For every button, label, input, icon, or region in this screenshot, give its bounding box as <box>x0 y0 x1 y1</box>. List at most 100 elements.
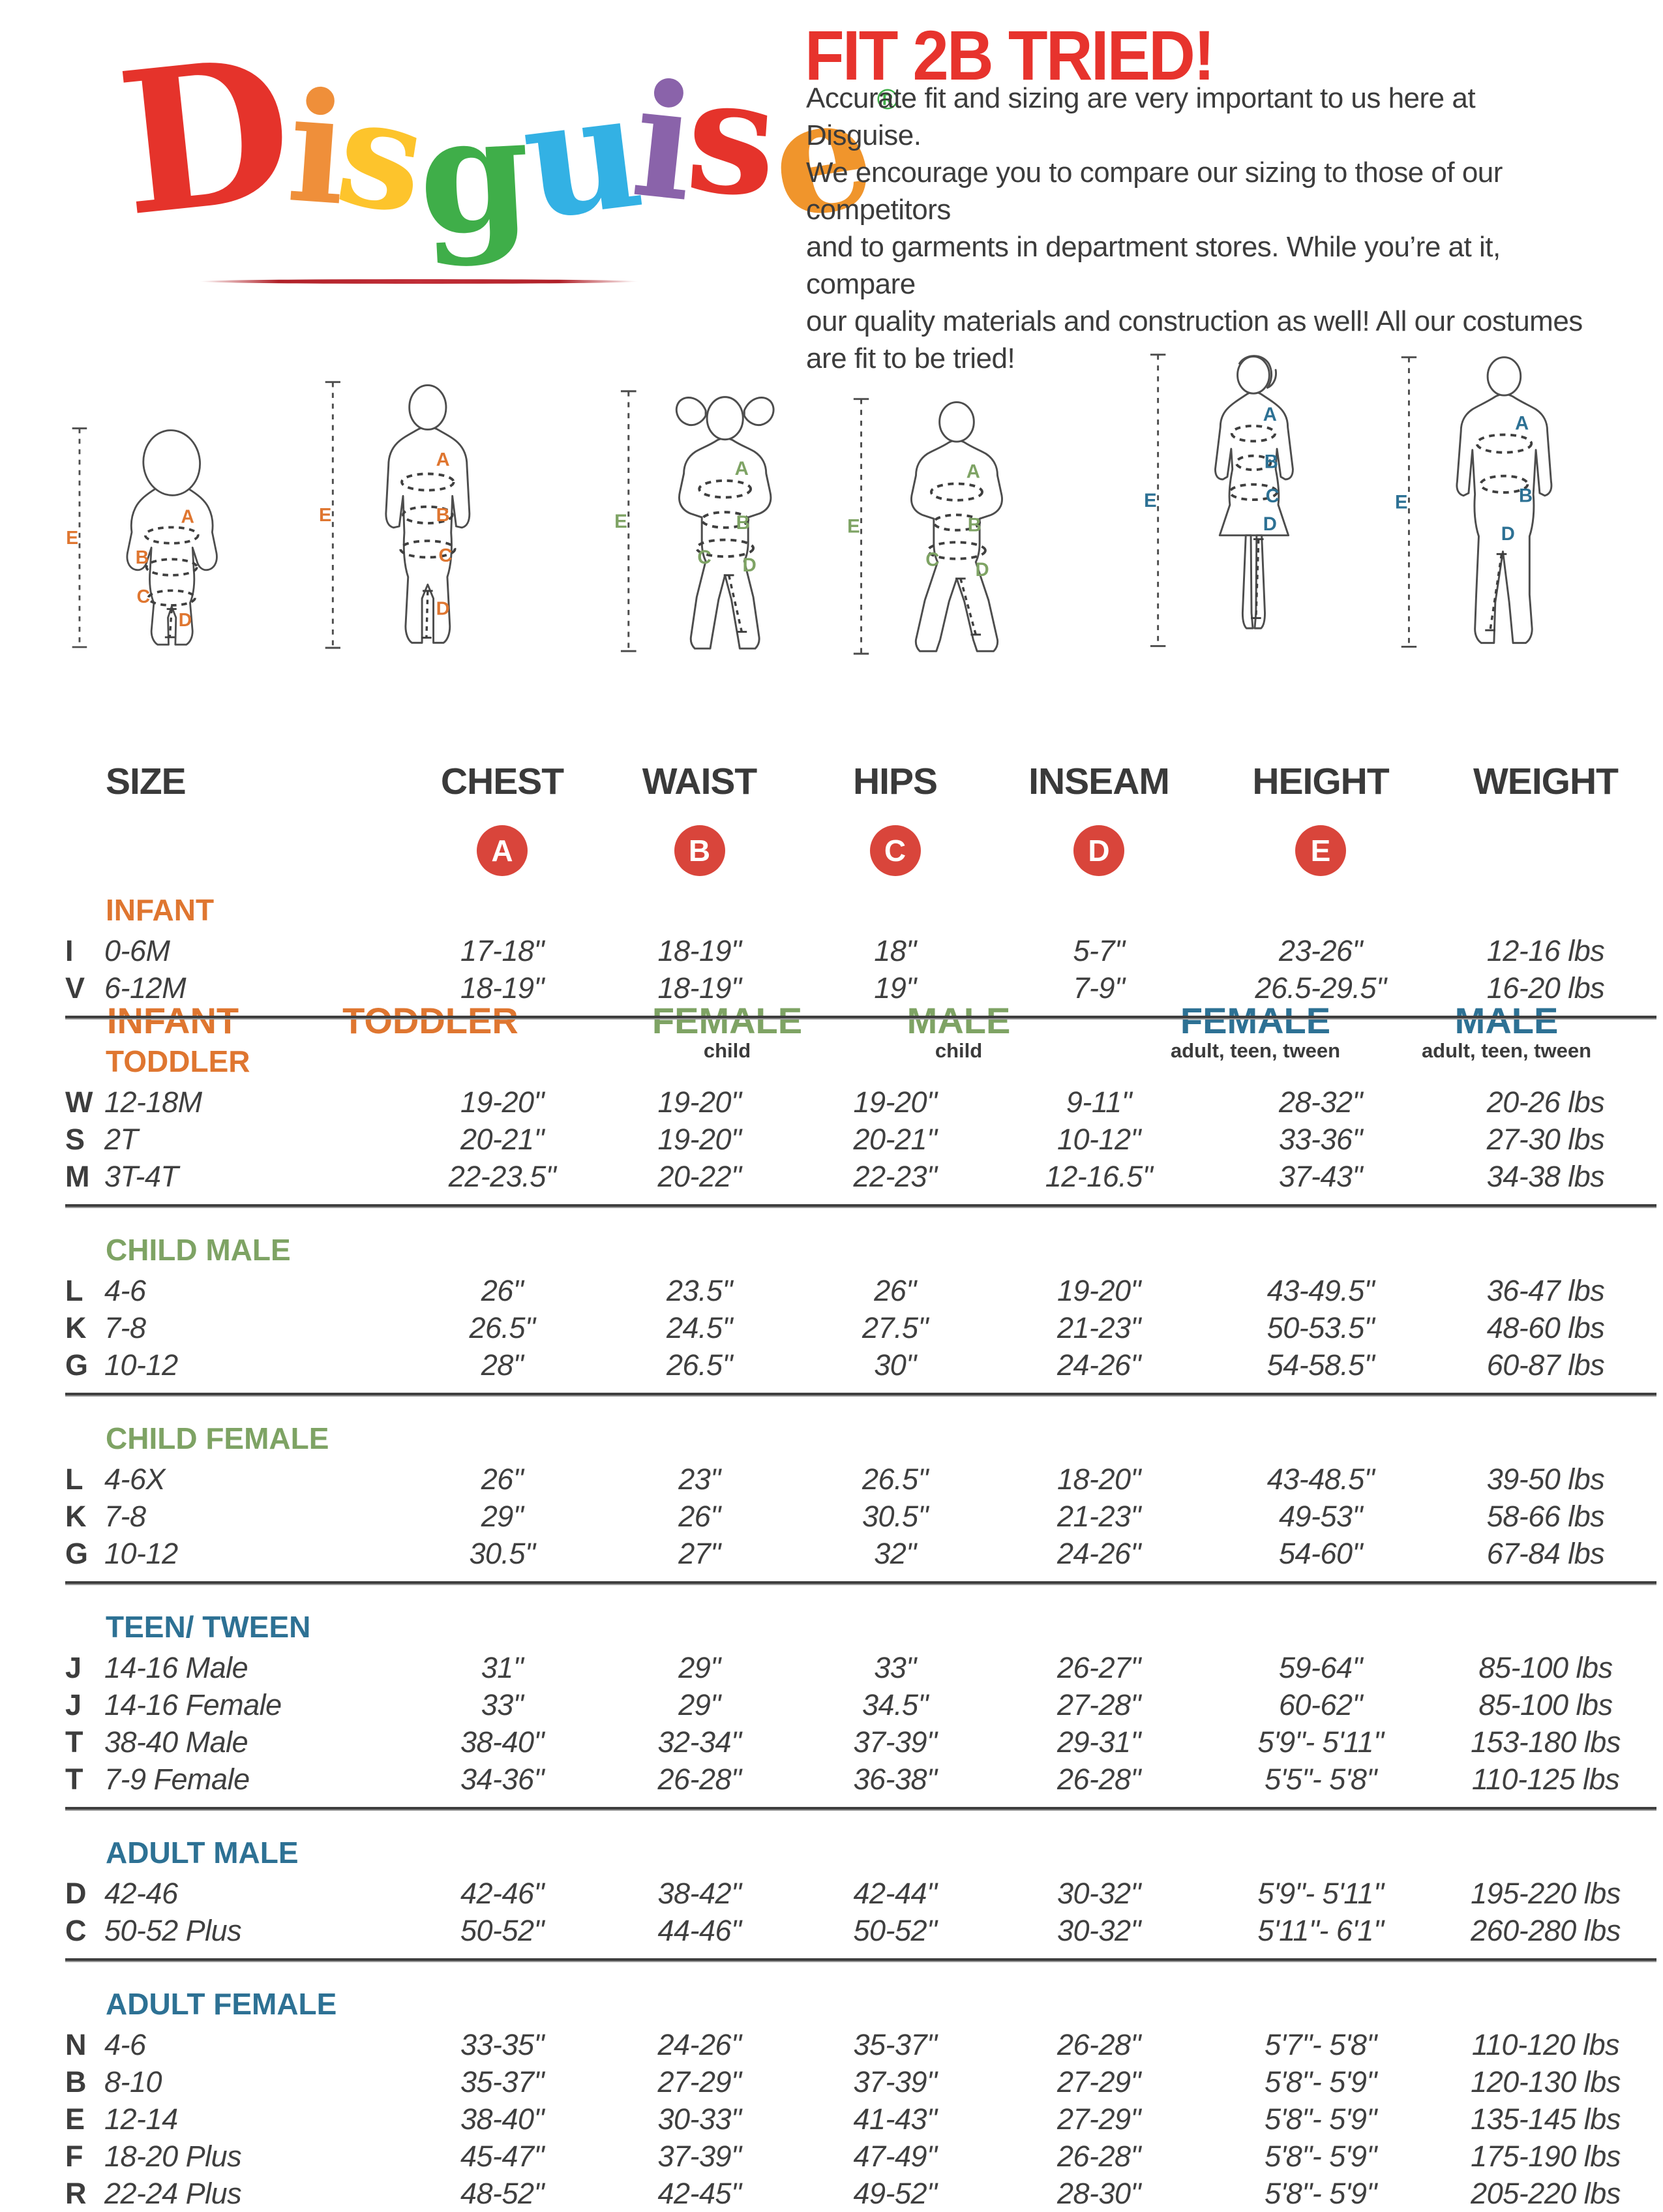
figure-label-female-child: FEMALE child <box>564 1002 890 1062</box>
svg-text:B: B <box>736 512 750 534</box>
cell-chest: 48-52" <box>460 2177 545 2210</box>
figure-title: FEMALE <box>652 1000 803 1041</box>
cell-weight: 67-84 lbs <box>1486 1537 1605 1570</box>
figure-title: MALE <box>1454 1000 1559 1041</box>
section-title-3: CHILD FEMALE <box>106 1421 329 1455</box>
cell-size-code: J <box>65 1651 82 1684</box>
table-row: L 4-6 26" 23.5" 26" 19-20" 43-49.5" 36-47 lbs <box>65 1272 1656 1309</box>
cell-size: 7-8 <box>104 1500 146 1533</box>
cell-size: 14-16 Male <box>104 1651 248 1684</box>
cell-size: 4-6 <box>104 2028 146 2061</box>
svg-text:A: A <box>1515 414 1529 434</box>
cell-inseam: 29-31" <box>1056 1725 1141 1759</box>
cell-size-code: N <box>65 2028 87 2061</box>
svg-text:A: A <box>436 449 450 470</box>
cell-size-code: S <box>65 1123 85 1156</box>
cell-weight: 27-30 lbs <box>1486 1123 1605 1156</box>
cell-inseam: 21-23" <box>1056 1500 1141 1533</box>
cell-hips: 49-52" <box>853 2177 937 2210</box>
cell-size: 0-6M <box>104 934 170 967</box>
cell-hips: 26.5" <box>861 1462 929 1496</box>
figure-title: FEMALE <box>1180 1000 1331 1041</box>
registered-mark: ® <box>876 83 899 115</box>
svg-text:E: E <box>1144 491 1157 511</box>
figure-female-child: E A B C D <box>614 390 775 652</box>
cell-chest: 38-40" <box>460 2102 545 2136</box>
svg-text:E: E <box>614 511 627 532</box>
cell-size: 8-10 <box>104 2065 162 2098</box>
cell-height: 5'8"- 5'9" <box>1265 2140 1377 2173</box>
cell-size: 2T <box>104 1123 138 1156</box>
cell-size: 10-12 <box>104 1348 178 1382</box>
cell-waist: 42-45" <box>657 2177 742 2210</box>
cell-height: 28-32" <box>1278 1085 1363 1119</box>
cell-size: 42-46 <box>104 1877 178 1910</box>
cell-weight: 120-130 lbs <box>1471 2065 1621 2098</box>
figure-sublabel: child <box>703 1039 751 1062</box>
cell-chest: 22-23.5" <box>448 1160 556 1193</box>
svg-text:B: B <box>136 547 149 568</box>
cell-height: 5'11"- 6'1" <box>1257 1914 1384 1947</box>
intro-line-3: and to garments in department stores. Wh… <box>806 231 1501 300</box>
cell-hips: 36-38" <box>853 1763 937 1796</box>
cell-weight: 60-87 lbs <box>1486 1348 1605 1382</box>
cell-waist: 26-28" <box>657 1763 742 1796</box>
table-header-row: SIZE CHEST WAIST HIPS INSEAM HEIGHT WEIGHT <box>65 750 1656 812</box>
cell-size: 10-12 <box>104 1537 178 1570</box>
measure-badge-a: A <box>477 825 528 876</box>
cell-chest: 33-35" <box>460 2028 545 2061</box>
cell-size: 12-18M <box>104 1085 202 1119</box>
section-divider <box>65 1958 1656 1962</box>
table-row: D 42-46 42-46" 38-42" 42-44" 30-32" 5'9"- 5'11… <box>65 1875 1656 1912</box>
svg-text:B: B <box>436 505 450 526</box>
figure-male-adult: E A BD <box>1395 356 1553 648</box>
cell-size: 7-9 Female <box>104 1763 250 1796</box>
svg-text:C: C <box>1266 486 1280 507</box>
cell-height: 5'9"- 5'11" <box>1257 1877 1384 1910</box>
cell-waist: 18-19" <box>657 934 742 967</box>
cell-height: 49-53" <box>1278 1500 1363 1533</box>
cell-chest: 26" <box>481 1462 524 1496</box>
cell-weight: 135-145 lbs <box>1471 2102 1621 2136</box>
cell-size-code: D <box>65 1877 87 1910</box>
cell-size: 38-40 Male <box>104 1725 248 1759</box>
cell-size-code: K <box>65 1311 87 1344</box>
figure-title: MALE <box>906 1000 1011 1041</box>
table-row: F 18-20 Plus 45-47" 37-39" 47-49" 26-28" 5'8"-… <box>65 2138 1656 2175</box>
svg-text:B: B <box>1265 451 1278 472</box>
cell-size-code: E <box>65 2102 85 2136</box>
cell-size-code: W <box>65 1085 93 1119</box>
section-divider <box>65 1204 1656 1208</box>
cell-chest: 20-21" <box>460 1123 545 1156</box>
cell-hips: 22-23" <box>853 1160 937 1193</box>
svg-text:B: B <box>1519 486 1533 507</box>
logo-underline <box>200 279 638 284</box>
cell-hips: 47-49" <box>853 2140 937 2173</box>
svg-text:D: D <box>179 609 192 630</box>
cell-size-code: L <box>65 1274 83 1307</box>
cell-inseam: 24-26" <box>1056 1537 1141 1570</box>
cell-height: 59-64" <box>1278 1651 1363 1684</box>
cell-waist: 19-20" <box>657 1085 742 1119</box>
cell-height: 26.5-29.5" <box>1255 971 1386 1005</box>
cell-size: 4-6X <box>104 1462 166 1496</box>
cell-size-code: T <box>65 1763 83 1796</box>
cell-hips: 42-44" <box>853 1877 937 1910</box>
cell-hips: 34.5" <box>861 1688 929 1721</box>
svg-text:D: D <box>436 599 450 620</box>
cell-height: 5'8"- 5'9" <box>1265 2177 1377 2210</box>
svg-text:C: C <box>137 586 150 607</box>
cell-weight: 12-16 lbs <box>1486 934 1605 967</box>
figures-row: E A B C D INFANT E A B C D TODDLER E A B C D FEMALE child E… <box>0 339 1663 1062</box>
cell-chest: 33" <box>481 1688 524 1721</box>
table-row: J 14-16 Male 31" 29" 33" 26-27" 59-64" 85-100 l… <box>65 1649 1656 1686</box>
svg-text:C: C <box>697 547 711 568</box>
cell-chest: 45-47" <box>460 2140 545 2173</box>
cell-waist: 24.5" <box>666 1311 733 1344</box>
cell-weight: 16-20 lbs <box>1486 971 1605 1005</box>
cell-weight: 85-100 lbs <box>1478 1688 1613 1721</box>
cell-size-code: R <box>65 2177 87 2210</box>
table-row: I 0-6M 17-18" 18-19" 18" 5-7" 23-26" 12-16 lbs <box>65 932 1656 969</box>
cell-inseam: 5-7" <box>1073 934 1125 967</box>
measure-badge-e: E <box>1295 825 1346 876</box>
